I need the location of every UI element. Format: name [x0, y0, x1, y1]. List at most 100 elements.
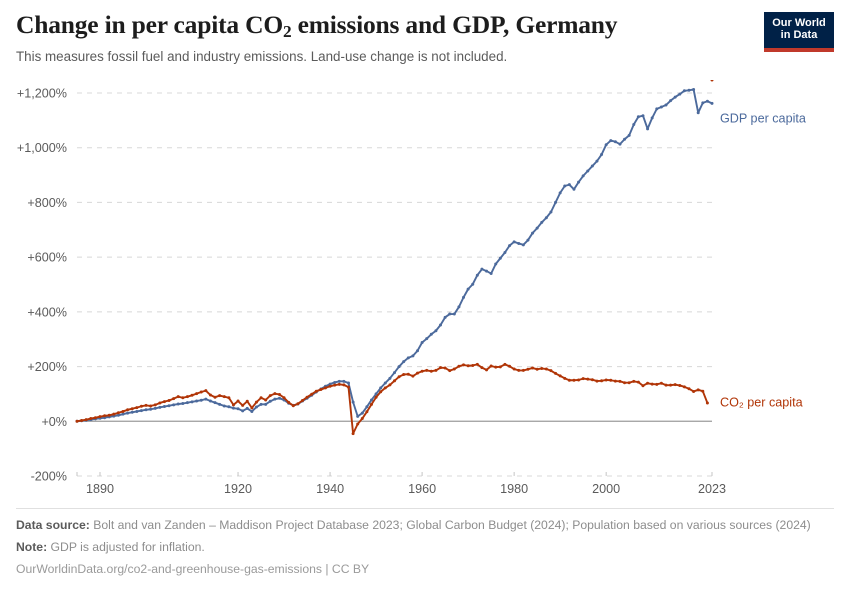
data-point [462, 363, 466, 367]
data-point [365, 410, 369, 414]
data-point [531, 231, 535, 235]
data-point [503, 362, 507, 366]
page-title: Change in per capita CO2 emissions and G… [16, 10, 834, 42]
data-point [245, 406, 249, 410]
data-point [287, 400, 291, 404]
y-axis-ticks: +1,200% +1,000% +800% +600% +400% +200% +0% -20… [17, 87, 67, 484]
data-point [259, 402, 263, 406]
data-point [121, 409, 125, 413]
data-point [218, 394, 222, 398]
data-point [374, 392, 378, 396]
data-point [439, 323, 443, 327]
data-point [130, 407, 134, 411]
x-axis [76, 472, 713, 477]
data-point [227, 396, 231, 400]
title-text-post: emissions and GDP, Germany [291, 10, 618, 39]
data-point [609, 378, 613, 382]
data-point [600, 153, 604, 157]
data-point [544, 216, 548, 220]
data-point [89, 417, 93, 421]
y-tick-label: +200% [27, 360, 67, 374]
source-link[interactable]: OurWorldinData.org/co2-and-greenhouse-ga… [16, 561, 370, 576]
x-tick-label: 1940 [316, 482, 344, 496]
data-point [627, 133, 631, 137]
data-point [241, 409, 245, 413]
line-chart[interactable]: +1,200% +1,000% +800% +600% +400% +200% +0% -20… [0, 80, 850, 500]
data-point [664, 383, 668, 387]
data-point [549, 210, 553, 214]
title-subscript: 2 [282, 21, 292, 41]
data-series-group[interactable] [75, 80, 714, 436]
data-point [296, 402, 300, 406]
data-point [590, 164, 594, 168]
data-point [650, 116, 654, 120]
data-point [429, 332, 433, 336]
data-point [489, 272, 493, 276]
page-subtitle: This measures fossil fuel and industry e… [16, 48, 508, 64]
note-text: GDP is adjusted for inflation. [47, 539, 205, 554]
data-point [208, 393, 212, 397]
data-point [112, 412, 116, 416]
data-point [632, 379, 636, 383]
data-point [126, 408, 130, 412]
data-point [402, 373, 406, 376]
data-point [185, 395, 189, 399]
data-point [641, 114, 645, 118]
owid-logo[interactable]: Our World in Data [764, 12, 834, 52]
data-point [595, 159, 599, 163]
data-point [429, 369, 433, 373]
data-point [531, 366, 535, 370]
data-point [402, 360, 406, 364]
data-point [701, 101, 705, 105]
data-point [337, 382, 341, 386]
data-source-label: Data source: [16, 518, 90, 532]
data-point [710, 101, 714, 105]
data-point [627, 381, 631, 385]
data-point [604, 378, 608, 382]
data-point [503, 250, 507, 254]
y-tick-label: -200% [31, 470, 67, 484]
data-point [416, 371, 420, 375]
data-point [659, 381, 663, 385]
data-point [388, 383, 392, 387]
data-point [319, 388, 323, 392]
data-point [323, 386, 327, 390]
data-point [563, 184, 567, 188]
data-point [172, 403, 176, 407]
data-point [116, 411, 120, 415]
data-point [508, 364, 512, 368]
data-point [655, 107, 659, 111]
chart-area: +1,200% +1,000% +800% +600% +400% +200% +0% -20… [0, 80, 850, 500]
data-point [406, 372, 410, 376]
note-label: Note: [16, 539, 48, 554]
data-point [337, 379, 341, 383]
data-point [144, 408, 148, 412]
data-point [457, 305, 461, 309]
data-point [692, 87, 696, 91]
data-point [480, 366, 484, 370]
data-point [521, 243, 525, 247]
data-point [498, 256, 502, 260]
data-point [489, 364, 493, 368]
data-point [471, 282, 475, 286]
data-point [480, 267, 484, 271]
series-label: CO₂ per capita [720, 395, 803, 409]
data-point [167, 404, 171, 408]
series-label: GDP per capita [720, 111, 806, 125]
data-point [107, 413, 111, 417]
data-point [692, 389, 696, 393]
data-point [443, 315, 447, 319]
data-point [613, 379, 617, 383]
data-point [139, 404, 143, 408]
y-tick-label: +800% [27, 196, 67, 210]
data-point [646, 381, 650, 385]
data-point [475, 273, 479, 277]
data-point [572, 378, 576, 382]
data-point [673, 95, 677, 99]
data-point [406, 356, 410, 360]
data-point [195, 399, 199, 403]
data-point [250, 406, 254, 410]
data-point [379, 390, 383, 394]
data-point [632, 122, 636, 126]
data-point [291, 404, 295, 408]
